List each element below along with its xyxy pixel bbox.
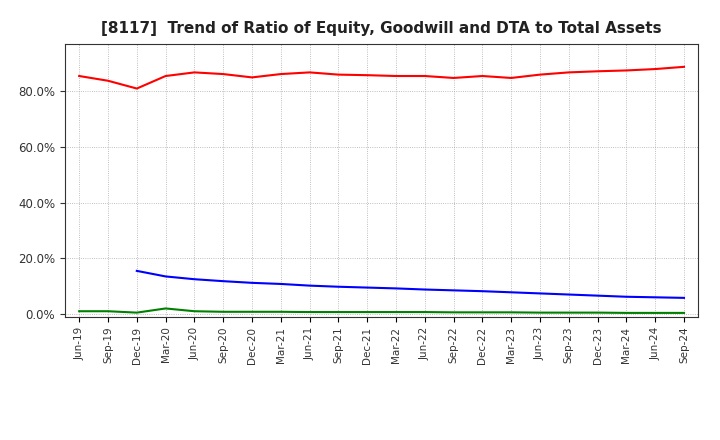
- Goodwill: [248, 280, 256, 286]
- Goodwill: [622, 294, 631, 299]
- Equity: [363, 73, 372, 78]
- Deferred Tax Assets: [507, 310, 516, 315]
- Equity: [507, 75, 516, 81]
- Equity: [449, 75, 458, 81]
- Equity: [420, 73, 429, 79]
- Goodwill: [564, 292, 573, 297]
- Equity: [132, 86, 141, 91]
- Goodwill: [363, 285, 372, 290]
- Goodwill: [536, 291, 544, 296]
- Line: Equity: Equity: [79, 67, 684, 88]
- Goodwill: [276, 281, 285, 286]
- Equity: [392, 73, 400, 79]
- Deferred Tax Assets: [305, 309, 314, 315]
- Goodwill: [305, 283, 314, 288]
- Goodwill: [593, 293, 602, 298]
- Goodwill: [449, 288, 458, 293]
- Deferred Tax Assets: [392, 309, 400, 315]
- Line: Deferred Tax Assets: Deferred Tax Assets: [79, 308, 684, 313]
- Goodwill: [190, 277, 199, 282]
- Equity: [593, 69, 602, 74]
- Goodwill: [680, 295, 688, 301]
- Goodwill: [219, 279, 228, 284]
- Equity: [276, 71, 285, 77]
- Goodwill: [420, 287, 429, 292]
- Equity: [75, 73, 84, 79]
- Deferred Tax Assets: [248, 309, 256, 315]
- Title: [8117]  Trend of Ratio of Equity, Goodwill and DTA to Total Assets: [8117] Trend of Ratio of Equity, Goodwil…: [102, 21, 662, 36]
- Equity: [219, 71, 228, 77]
- Deferred Tax Assets: [190, 308, 199, 314]
- Deferred Tax Assets: [651, 310, 660, 315]
- Goodwill: [132, 268, 141, 274]
- Equity: [622, 68, 631, 73]
- Goodwill: [651, 295, 660, 300]
- Deferred Tax Assets: [161, 306, 170, 311]
- Equity: [305, 70, 314, 75]
- Equity: [651, 66, 660, 72]
- Equity: [104, 78, 112, 84]
- Equity: [334, 72, 343, 77]
- Deferred Tax Assets: [478, 310, 487, 315]
- Line: Goodwill: Goodwill: [137, 271, 684, 298]
- Equity: [680, 64, 688, 70]
- Deferred Tax Assets: [276, 309, 285, 315]
- Deferred Tax Assets: [104, 308, 112, 314]
- Equity: [536, 72, 544, 77]
- Deferred Tax Assets: [536, 310, 544, 315]
- Deferred Tax Assets: [132, 310, 141, 315]
- Goodwill: [334, 284, 343, 290]
- Equity: [564, 70, 573, 75]
- Equity: [478, 73, 487, 79]
- Deferred Tax Assets: [219, 309, 228, 315]
- Equity: [248, 75, 256, 80]
- Deferred Tax Assets: [334, 309, 343, 315]
- Goodwill: [161, 274, 170, 279]
- Deferred Tax Assets: [680, 310, 688, 315]
- Deferred Tax Assets: [363, 309, 372, 315]
- Equity: [161, 73, 170, 79]
- Deferred Tax Assets: [420, 309, 429, 315]
- Deferred Tax Assets: [449, 310, 458, 315]
- Deferred Tax Assets: [593, 310, 602, 315]
- Equity: [190, 70, 199, 75]
- Deferred Tax Assets: [75, 308, 84, 314]
- Goodwill: [507, 290, 516, 295]
- Deferred Tax Assets: [564, 310, 573, 315]
- Goodwill: [392, 286, 400, 291]
- Goodwill: [478, 289, 487, 294]
- Deferred Tax Assets: [622, 310, 631, 315]
